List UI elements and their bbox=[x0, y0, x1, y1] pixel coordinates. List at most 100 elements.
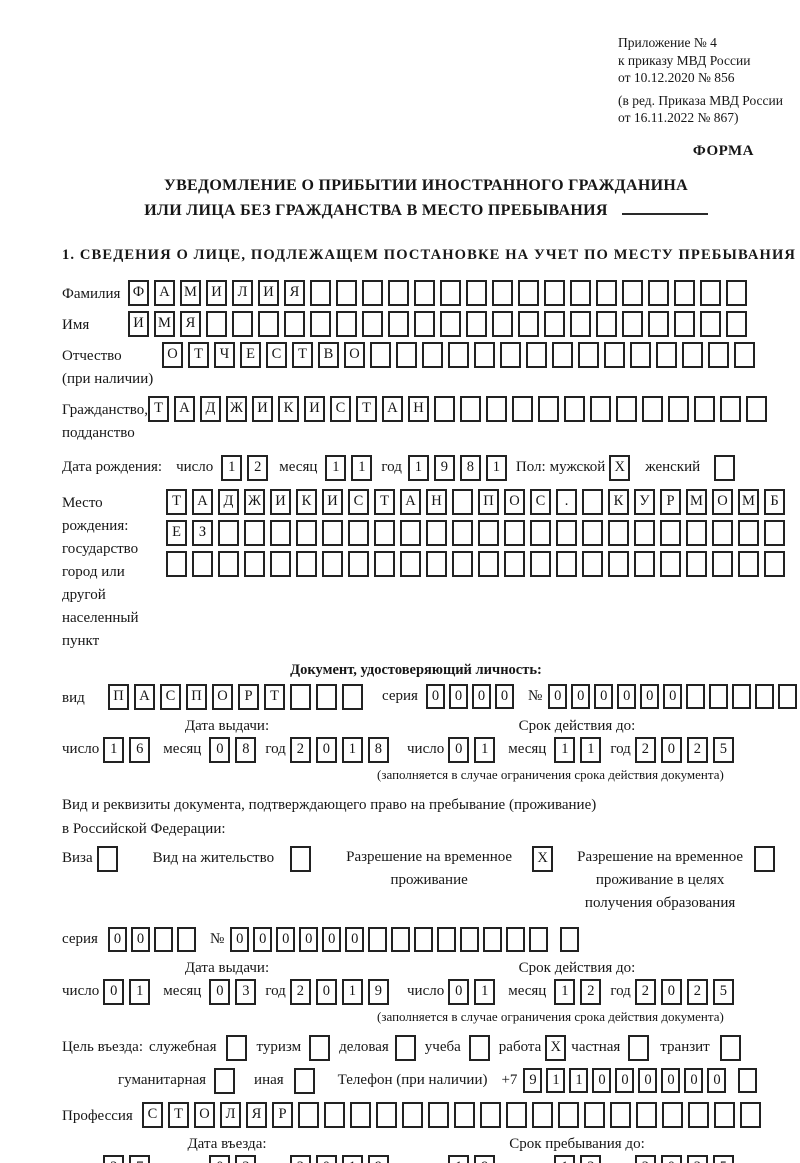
char-cell[interactable] bbox=[466, 279, 487, 306]
char-cell[interactable] bbox=[290, 845, 312, 872]
char-cell[interactable] bbox=[437, 926, 457, 952]
char-cell[interactable] bbox=[688, 1101, 709, 1128]
char-cell[interactable]: 2 bbox=[634, 1154, 656, 1163]
char-cell[interactable]: 2 bbox=[247, 454, 269, 481]
char-cell[interactable] bbox=[660, 519, 681, 546]
char-cell[interactable] bbox=[726, 279, 747, 306]
char-cell[interactable] bbox=[153, 926, 173, 952]
char-cell[interactable]: Я bbox=[246, 1101, 267, 1128]
char-cell[interactable]: 0 bbox=[322, 926, 342, 952]
char-cell[interactable] bbox=[486, 395, 507, 422]
char-cell[interactable] bbox=[290, 683, 311, 710]
char-cell[interactable]: Ж bbox=[226, 395, 247, 422]
char-cell[interactable]: 0 bbox=[663, 683, 683, 709]
char-cell[interactable]: 8 bbox=[367, 736, 389, 763]
char-cell[interactable] bbox=[500, 341, 521, 368]
char-cell[interactable]: 1 bbox=[351, 454, 373, 481]
char-cell[interactable]: 0 bbox=[684, 1067, 704, 1093]
char-cell[interactable] bbox=[738, 1067, 758, 1093]
char-cell[interactable] bbox=[708, 341, 729, 368]
char-cell[interactable] bbox=[293, 1067, 315, 1094]
char-cell[interactable] bbox=[214, 1067, 236, 1094]
char-cell[interactable]: Я bbox=[284, 279, 305, 306]
char-cell[interactable]: Б bbox=[764, 488, 785, 515]
char-cell[interactable]: 0 bbox=[638, 1067, 658, 1093]
char-cell[interactable] bbox=[529, 926, 549, 952]
char-cell[interactable] bbox=[440, 279, 461, 306]
char-cell[interactable] bbox=[370, 341, 391, 368]
char-cell[interactable]: 0 bbox=[130, 926, 150, 952]
char-cell[interactable] bbox=[176, 926, 196, 952]
char-cell[interactable]: Д bbox=[200, 395, 221, 422]
char-cell[interactable] bbox=[662, 1101, 683, 1128]
char-cell[interactable]: 1 bbox=[341, 736, 363, 763]
char-cell[interactable] bbox=[674, 310, 695, 337]
char-cell[interactable] bbox=[504, 519, 525, 546]
char-cell[interactable] bbox=[700, 279, 721, 306]
char-cell[interactable] bbox=[466, 310, 487, 337]
char-cell[interactable] bbox=[590, 395, 611, 422]
char-cell[interactable]: Т bbox=[188, 341, 209, 368]
char-cell[interactable]: 0 bbox=[448, 736, 470, 763]
char-cell[interactable]: 0 bbox=[425, 683, 445, 709]
char-cell[interactable] bbox=[96, 845, 118, 872]
char-cell[interactable]: О bbox=[162, 341, 183, 368]
char-cell[interactable]: 2 bbox=[686, 736, 708, 763]
char-cell[interactable]: О bbox=[344, 341, 365, 368]
char-cell[interactable] bbox=[778, 683, 798, 709]
char-cell[interactable]: 1 bbox=[407, 454, 429, 481]
char-cell[interactable] bbox=[316, 683, 337, 710]
char-cell[interactable] bbox=[400, 550, 421, 577]
char-cell[interactable]: Ф bbox=[128, 279, 149, 306]
char-cell[interactable] bbox=[754, 845, 776, 872]
char-cell[interactable]: Е bbox=[166, 519, 187, 546]
char-cell[interactable]: 0 bbox=[253, 926, 273, 952]
char-cell[interactable]: 1 bbox=[325, 454, 347, 481]
char-cell[interactable]: 8 bbox=[235, 736, 257, 763]
char-cell[interactable] bbox=[428, 1101, 449, 1128]
char-cell[interactable] bbox=[648, 279, 669, 306]
char-cell[interactable]: 0 bbox=[707, 1067, 727, 1093]
char-cell[interactable] bbox=[734, 341, 755, 368]
char-cell[interactable] bbox=[452, 488, 473, 515]
char-cell[interactable]: С bbox=[530, 488, 551, 515]
char-cell[interactable]: 0 bbox=[107, 926, 127, 952]
char-cell[interactable]: М bbox=[738, 488, 759, 515]
char-cell[interactable] bbox=[582, 488, 603, 515]
char-cell[interactable] bbox=[414, 926, 434, 952]
char-cell[interactable] bbox=[622, 310, 643, 337]
char-cell[interactable] bbox=[388, 310, 409, 337]
char-cell[interactable]: 0 bbox=[345, 926, 365, 952]
char-cell[interactable]: 0 bbox=[209, 978, 231, 1005]
char-cell[interactable]: Л bbox=[232, 279, 253, 306]
char-cell[interactable] bbox=[394, 1034, 416, 1061]
char-cell[interactable] bbox=[628, 1034, 650, 1061]
char-cell[interactable]: 1 bbox=[341, 1154, 363, 1163]
char-cell[interactable] bbox=[719, 1034, 741, 1061]
char-cell[interactable]: З bbox=[192, 519, 213, 546]
char-cell[interactable]: С bbox=[142, 1101, 163, 1128]
char-cell[interactable] bbox=[660, 550, 681, 577]
char-cell[interactable] bbox=[270, 550, 291, 577]
char-cell[interactable] bbox=[530, 550, 551, 577]
char-cell[interactable] bbox=[556, 550, 577, 577]
char-cell[interactable]: А bbox=[400, 488, 421, 515]
char-cell[interactable] bbox=[504, 550, 525, 577]
char-cell[interactable] bbox=[584, 1101, 605, 1128]
char-cell[interactable]: 0 bbox=[448, 978, 470, 1005]
char-cell[interactable]: 7 bbox=[129, 1154, 151, 1163]
char-cell[interactable] bbox=[622, 279, 643, 306]
char-cell[interactable] bbox=[309, 1034, 331, 1061]
char-cell[interactable] bbox=[192, 550, 213, 577]
char-cell[interactable] bbox=[604, 341, 625, 368]
char-cell[interactable] bbox=[564, 395, 585, 422]
char-cell[interactable] bbox=[454, 1101, 475, 1128]
char-cell[interactable] bbox=[560, 926, 580, 952]
char-cell[interactable] bbox=[426, 550, 447, 577]
char-cell[interactable]: 1 bbox=[485, 454, 507, 481]
char-cell[interactable] bbox=[414, 279, 435, 306]
char-cell[interactable] bbox=[336, 310, 357, 337]
char-cell[interactable] bbox=[166, 550, 187, 577]
char-cell[interactable] bbox=[434, 395, 455, 422]
char-cell[interactable] bbox=[686, 519, 707, 546]
